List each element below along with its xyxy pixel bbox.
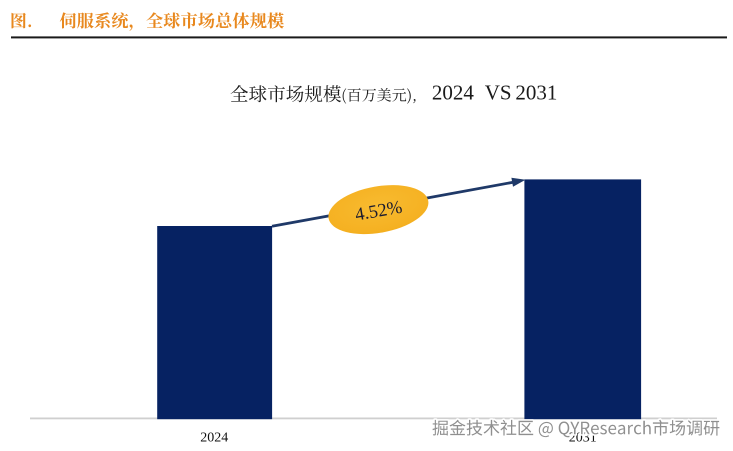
svg-text:2031: 2031 <box>515 81 557 105</box>
svg-text:2024: 2024 <box>200 430 228 445</box>
svg-text:2024: 2024 <box>432 81 475 105</box>
svg-text:VS: VS <box>485 81 512 105</box>
